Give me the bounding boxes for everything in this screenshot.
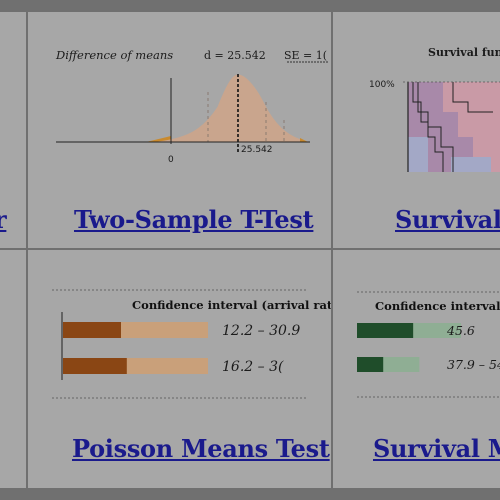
t-test-chart-title: Difference of means — [55, 48, 173, 62]
t-test-zero-tick: 0 — [168, 155, 174, 165]
ci-label: 37.9 – 54 — [447, 357, 500, 372]
ci-label: 12.2 – 30.9 — [222, 323, 300, 339]
two-sample-t-test-link[interactable]: Two-Sample T-Test — [74, 205, 314, 234]
ci-label: 16.2 – 3( — [222, 359, 284, 375]
ci-bar-dark — [357, 323, 414, 338]
poisson-means-test-link[interactable]: Poisson Means Test — [72, 434, 330, 463]
survival-ci-title: Confidence interval (me — [375, 299, 500, 313]
cell-survival-means[interactable]: Confidence interval (me 45.6 37.9 – 54 Su… — [333, 250, 500, 488]
survival-y-tick: 100% — [369, 80, 395, 90]
t-test-se-label: SE = 1( — [284, 49, 327, 62]
cell-left-bottom — [0, 250, 26, 488]
poisson-ci-chart: Confidence interval (arrival rat 12.2 – … — [52, 289, 331, 399]
cell-two-sample-t-test[interactable]: Difference of means d = 25.542 SE = 1( 0… — [28, 12, 331, 248]
survival-chart-title: Survival fun — [428, 46, 500, 59]
ci-label: 45.6 — [446, 323, 475, 338]
survival-ci-chart: Confidence interval (me 45.6 37.9 – 54 — [357, 291, 500, 398]
cell-left-top: r — [0, 12, 26, 248]
survival-curve-link[interactable]: Survival C — [395, 205, 500, 234]
t-test-d-label: d = 25.542 — [204, 49, 266, 62]
t-test-chart: Difference of means d = 25.542 SE = 1( 0… — [55, 48, 328, 165]
t-test-bell-curve — [157, 74, 309, 143]
cell-survival-curve[interactable]: Survival fun 100% Survival C — [333, 12, 500, 248]
left-top-link[interactable]: r — [0, 205, 7, 234]
ci-bar-dark — [63, 322, 121, 338]
t-test-d-tick: 25.542 — [241, 145, 273, 155]
poisson-ci-title: Confidence interval (arrival rat — [132, 298, 331, 312]
ci-bar-dark — [63, 358, 127, 374]
survival-curve-chart: Survival fun 100% — [369, 46, 500, 172]
ci-bar-dark — [357, 357, 384, 372]
survival-means-link[interactable]: Survival Me — [373, 434, 500, 463]
cell-poisson-means-test[interactable]: Confidence interval (arrival rat 12.2 – … — [28, 250, 331, 488]
